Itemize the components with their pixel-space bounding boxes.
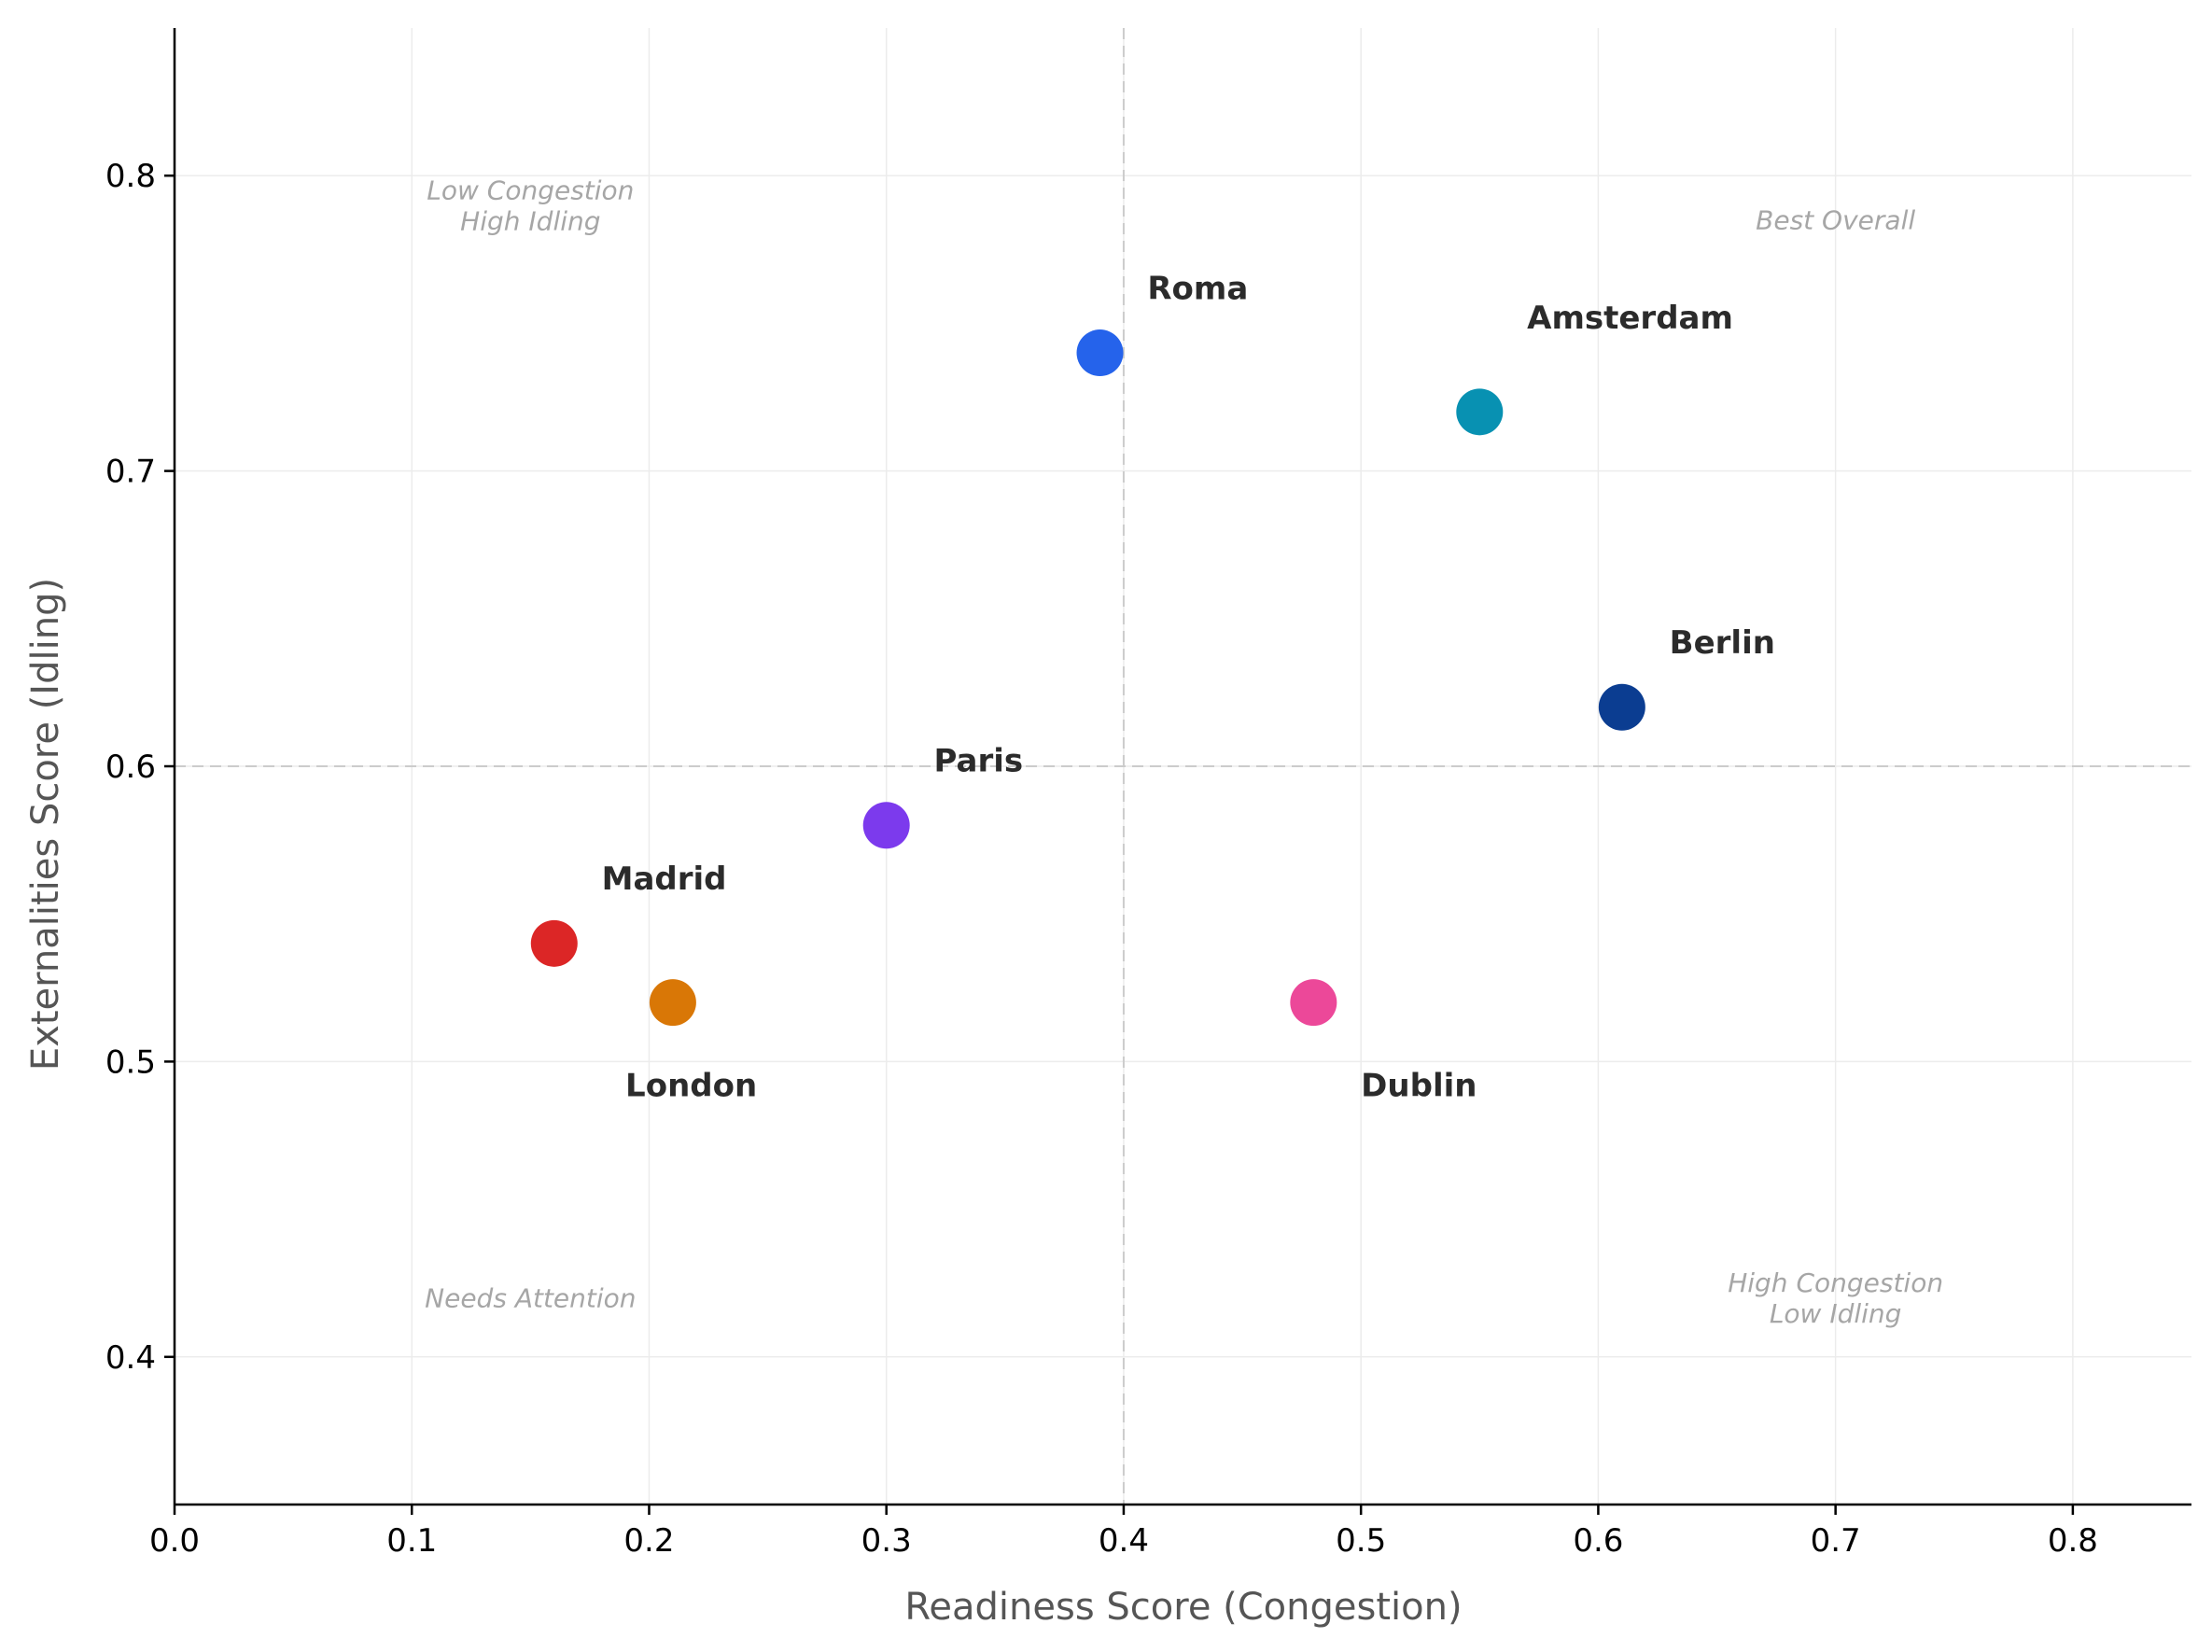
quadrant-label: Needs Attention — [425, 1283, 636, 1314]
x-tick-label: 0.7 — [1811, 1522, 1861, 1560]
data-point-madrid — [530, 919, 578, 967]
x-tick-label: 0.3 — [861, 1522, 912, 1560]
point-label-amsterdam: Amsterdam — [1527, 300, 1733, 337]
x-tick-label: 0.0 — [149, 1522, 200, 1560]
x-axis-title: Readiness Score (Congestion) — [904, 1586, 1462, 1629]
y-tick-label: 0.7 — [105, 454, 156, 491]
point-label-london: London — [625, 1068, 757, 1105]
data-point-roma — [1076, 329, 1124, 377]
data-point-dublin — [1290, 979, 1337, 1027]
point-labels: Roma Amsterdam Berlin Paris Madrid London Dubl… — [602, 270, 1775, 1104]
quadrant-label: High Congestion — [1728, 1267, 1943, 1298]
y-tick-label: 0.4 — [105, 1339, 156, 1377]
quadrant-label: Low Congestion — [427, 175, 634, 205]
axes: 0.0 0.1 0.2 0.3 0.4 0.5 0.6 0.7 0.8 0.4 0.5 0.6 0.7 0… — [105, 28, 2191, 1560]
point-label-dublin: Dublin — [1361, 1068, 1477, 1105]
data-point-paris — [862, 802, 910, 849]
y-axis-title: Externalities Score (Idling) — [24, 578, 67, 1071]
point-label-roma: Roma — [1147, 270, 1248, 307]
data-point-berlin — [1598, 683, 1645, 731]
reference-lines — [175, 28, 2191, 1505]
x-tick-label: 0.1 — [386, 1522, 437, 1560]
x-tick-label: 0.6 — [1573, 1522, 1623, 1560]
x-tick-label: 0.8 — [2048, 1522, 2098, 1560]
y-tick-label: 0.8 — [105, 158, 156, 195]
point-label-madrid: Madrid — [602, 861, 727, 898]
point-label-paris: Paris — [934, 743, 1024, 780]
y-tick-label: 0.6 — [105, 749, 156, 786]
quadrant-label: Best Overall — [1756, 205, 1915, 236]
x-tick-label: 0.4 — [1099, 1522, 1149, 1560]
data-point-london — [649, 979, 696, 1027]
data-points — [530, 329, 1645, 1027]
x-tick-label: 0.2 — [623, 1522, 674, 1560]
y-tick-label: 0.5 — [105, 1043, 156, 1081]
quadrant-label: High Idling — [460, 205, 600, 236]
quadrant-label: Low Idling — [1770, 1298, 1902, 1329]
x-tick-label: 0.5 — [1336, 1522, 1386, 1560]
point-label-berlin: Berlin — [1670, 624, 1775, 662]
data-point-amsterdam — [1456, 388, 1504, 436]
